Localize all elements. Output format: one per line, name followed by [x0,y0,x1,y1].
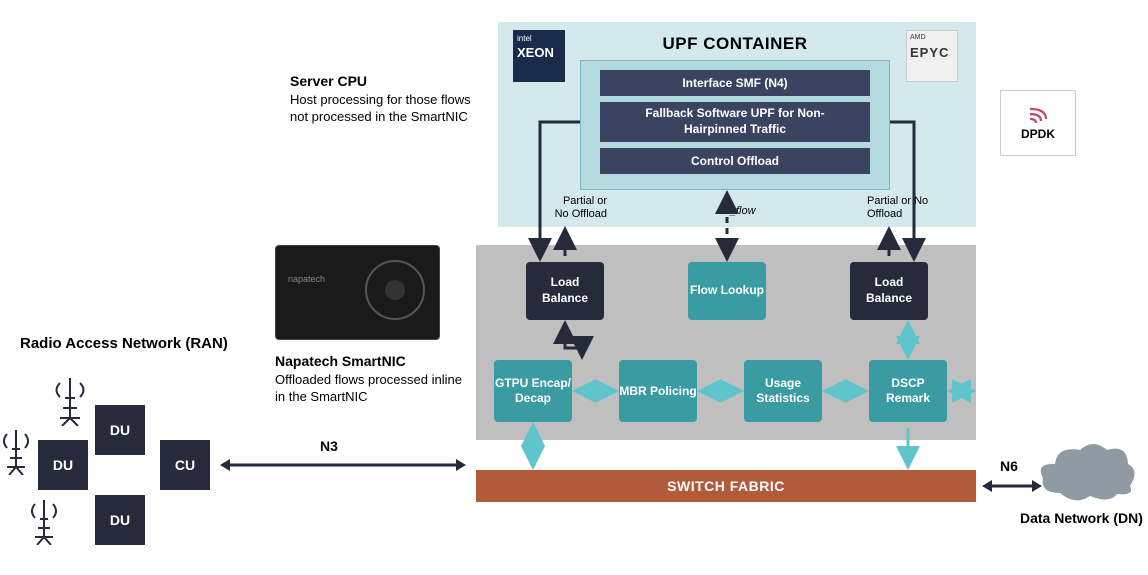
dscp-box: DSCP Remark [869,360,947,422]
dpdk-badge: DPDK [1000,90,1076,156]
usage-box: Usage Statistics [744,360,822,422]
ran-du-node: DU [95,495,145,545]
intel-xeon-badge: intel XEON [513,30,565,82]
n6-link-arrow [982,474,1042,498]
flow-lookup-box: Flow Lookup [688,262,766,320]
tower-icon [2,430,30,475]
cloud-icon [1035,438,1140,508]
tower-icon [55,378,85,426]
upf-fallback-bar: Fallback Software UPF for Non-Hairpinned… [600,102,870,142]
upf-interface-bar: Interface SMF (N4) [600,70,870,96]
amd-epyc-badge: AMD EPYC [906,30,958,82]
n6-label: N6 [1000,458,1018,474]
server-cpu-text: Server CPU Host processing for those flo… [290,72,490,126]
load-balance-box-right: Load Balance [850,262,928,320]
partial-offload-label-right: Partial or No Offload [867,195,929,221]
load-balance-box-left: Load Balance [526,262,604,320]
partial-offload-label-left: Partial or No Offload [547,195,607,221]
switch-fabric-bar: SWITCH FABRIC [476,470,976,502]
ran-title: Radio Access Network (RAN) [20,335,228,354]
gtpu-box: GTPU Encap/ Decap [494,360,572,422]
ran-du-node: DU [38,440,88,490]
rte-flow-label: rte_flow [717,205,756,217]
data-network-label: Data Network (DN) [1020,510,1143,526]
ran-du-node: DU [95,405,145,455]
mbr-box: MBR Policing [619,360,697,422]
ran-cu-node: CU [160,440,210,490]
n3-link-arrow [218,453,468,477]
upf-container-title: UPF CONTAINER [620,34,850,54]
smartnic-card-image: napatech [275,245,440,340]
tower-icon [30,500,58,545]
upf-control-offload-bar: Control Offload [600,148,870,174]
n3-label: N3 [320,438,338,454]
smartnic-text: Napatech SmartNIC Offloaded flows proces… [275,352,465,406]
